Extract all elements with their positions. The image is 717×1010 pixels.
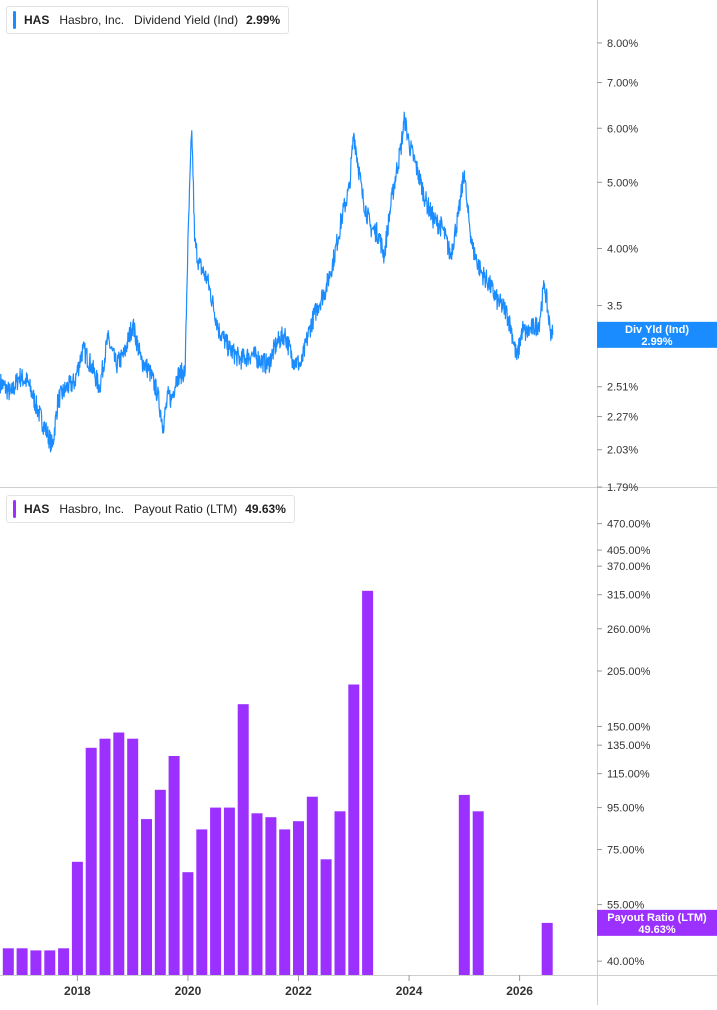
y-tick-label: 470.00% bbox=[607, 519, 651, 531]
payout-bar bbox=[541, 922, 553, 975]
y-tick-label: 115.00% bbox=[607, 769, 650, 781]
payout-bar bbox=[154, 789, 166, 975]
legend-company: Hasbro, Inc. bbox=[59, 13, 125, 27]
x-tick-label: 2024 bbox=[396, 984, 423, 998]
payout-bar bbox=[472, 811, 484, 975]
payout-bar bbox=[141, 819, 152, 975]
y-tick-label: 95.00% bbox=[607, 803, 645, 815]
y-tick-label: 6.00% bbox=[607, 123, 638, 135]
legend-metric: Payout Ratio (LTM) bbox=[134, 502, 238, 516]
payout-bar bbox=[265, 817, 277, 975]
payout-bar bbox=[44, 950, 56, 975]
y-tick-label: 40.00% bbox=[607, 956, 645, 968]
payout-value-badge bbox=[597, 909, 717, 936]
payout-bar bbox=[320, 859, 332, 975]
legend-color-bar bbox=[13, 500, 16, 518]
y-tick-label: 2.27% bbox=[607, 412, 638, 424]
payout-bar bbox=[2, 948, 14, 975]
legend-ticker: HAS bbox=[24, 502, 50, 516]
legend-ticker: HAS bbox=[24, 13, 50, 27]
y-tick-label: 3.5 bbox=[607, 301, 622, 313]
yield-badge-label: Div Yld (Ind) bbox=[625, 324, 689, 336]
payout-bar bbox=[168, 756, 180, 975]
payout-bar bbox=[127, 738, 139, 975]
y-tick-label: 1.79% bbox=[607, 482, 638, 494]
payout-bar bbox=[99, 738, 111, 975]
yield-badge-value: 2.99% bbox=[641, 336, 672, 348]
payout-bar bbox=[334, 811, 346, 975]
y-tick-label: 260.00% bbox=[607, 624, 651, 636]
payout-bar bbox=[196, 829, 208, 975]
y-tick-label: 2.03% bbox=[607, 445, 638, 457]
payout-bar bbox=[85, 747, 97, 975]
payout-bar bbox=[306, 796, 318, 975]
x-tick-label: 2026 bbox=[506, 984, 533, 998]
y-tick-label: 2.51% bbox=[607, 382, 638, 394]
legend-color-bar bbox=[13, 11, 16, 29]
x-tick-label: 2020 bbox=[175, 984, 202, 998]
payout-bar bbox=[237, 704, 249, 975]
y-tick-label: 205.00% bbox=[607, 666, 651, 678]
payout-badge-value: 49.63% bbox=[638, 924, 676, 936]
payout-bar bbox=[458, 794, 470, 975]
payout-bar bbox=[71, 861, 83, 975]
payout-badge-label: Payout Ratio (LTM) bbox=[607, 912, 707, 924]
y-tick-label: 4.00% bbox=[607, 244, 638, 256]
payout-bar bbox=[293, 821, 304, 975]
payout-bar bbox=[30, 950, 42, 975]
x-tick-label: 2022 bbox=[285, 984, 312, 998]
legend-value: 49.63% bbox=[245, 502, 286, 516]
payout-bar bbox=[348, 684, 360, 975]
y-tick-label: 7.00% bbox=[607, 78, 638, 90]
payout-bar bbox=[16, 948, 28, 975]
dividend-yield-line bbox=[0, 111, 554, 453]
legend-value: 2.99% bbox=[246, 13, 281, 27]
payout-bar bbox=[210, 807, 222, 975]
y-tick-label: 55.00% bbox=[607, 900, 645, 912]
y-tick-label: 135.00% bbox=[607, 740, 651, 752]
payout-bar bbox=[113, 732, 125, 975]
legend-dividend-yield[interactable]: HAS Hasbro, Inc. Dividend Yield (Ind) 2.… bbox=[6, 6, 290, 34]
y-tick-label: 8.00% bbox=[607, 38, 638, 50]
payout-bar bbox=[182, 872, 194, 975]
y-tick-label: 5.00% bbox=[607, 177, 638, 189]
payout-bar bbox=[251, 813, 263, 975]
y-tick-label: 150.00% bbox=[607, 721, 651, 733]
payout-bar bbox=[362, 590, 374, 975]
yield-value-badge bbox=[597, 321, 717, 348]
y-tick-label: 315.00% bbox=[607, 590, 651, 602]
payout-bar bbox=[223, 807, 235, 975]
payout-bar bbox=[279, 829, 291, 975]
y-tick-label: 405.00% bbox=[607, 545, 651, 557]
legend-company: Hasbro, Inc. bbox=[59, 502, 125, 516]
payout-bar bbox=[58, 948, 70, 975]
y-tick-label: 75.00% bbox=[607, 845, 645, 857]
legend-metric: Dividend Yield (Ind) bbox=[134, 13, 239, 27]
x-tick-label: 2018 bbox=[64, 984, 91, 998]
legend-payout-ratio[interactable]: HAS Hasbro, Inc. Payout Ratio (LTM) 49.6… bbox=[6, 495, 295, 523]
y-tick-label: 370.00% bbox=[607, 561, 651, 573]
